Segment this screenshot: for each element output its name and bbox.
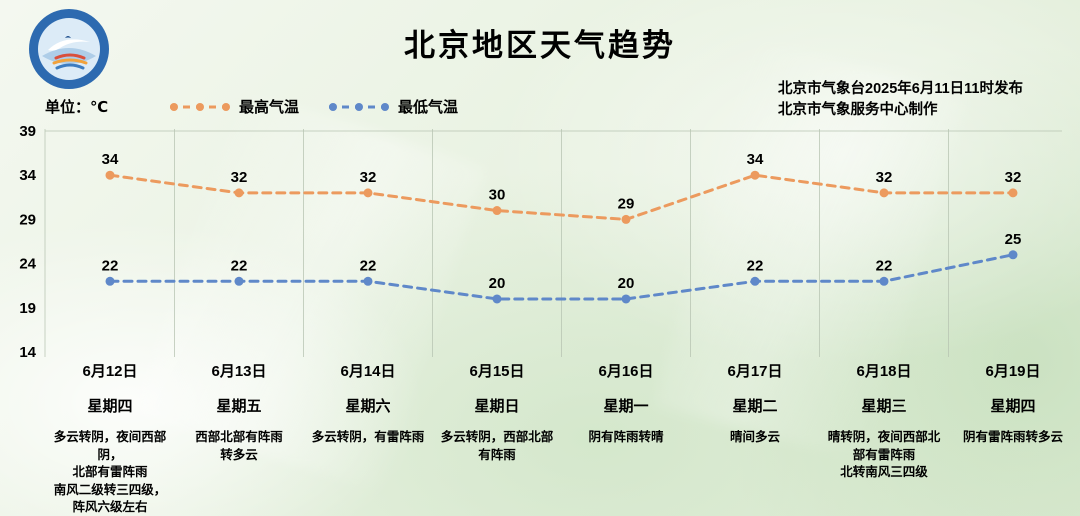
data-point-marker <box>363 188 373 198</box>
weekday-label: 星期一 <box>603 398 649 415</box>
data-point-value-label: 32 <box>1005 169 1022 186</box>
y-axis-tick-label: 14 <box>19 344 36 361</box>
page-title: 北京地区天气趋势 <box>404 28 676 63</box>
data-point-marker <box>363 276 373 286</box>
data-point-value-label: 22 <box>876 257 893 274</box>
y-axis-tick-label: 39 <box>19 123 36 140</box>
weekday-label: 星期二 <box>732 398 778 415</box>
data-point-marker <box>105 276 115 286</box>
data-point-value-label: 32 <box>231 169 248 186</box>
logo-emblem-icon <box>29 9 109 89</box>
low-temp-line-sample-icon <box>329 102 390 111</box>
data-point-value-label: 34 <box>102 151 119 168</box>
data-point-value-label: 22 <box>102 257 119 274</box>
data-point-value-label: 34 <box>747 151 764 168</box>
temp-series-line <box>108 173 1015 221</box>
chart-legend: 最高气温 最低气温 <box>168 96 458 117</box>
date-label: 6月15日 <box>469 363 525 380</box>
day-column: 6月13日星期五西部北部有阵雨 转多云 <box>172 360 306 464</box>
data-point-marker <box>750 170 760 180</box>
data-point-value-label: 30 <box>489 187 506 204</box>
day-column: 6月16日星期一阴有阵雨转晴 <box>559 360 693 447</box>
weekday-label: 星期四 <box>990 398 1036 415</box>
data-point-marker <box>621 294 631 304</box>
day-column: 6月15日星期日多云转阴，西部北部 有阵雨 <box>430 360 564 464</box>
data-point-marker <box>1008 188 1018 198</box>
forecast-note: 晴间多云 <box>729 430 780 444</box>
data-point-marker <box>234 276 244 286</box>
data-point-marker <box>1008 250 1018 260</box>
y-axis-tick-label: 19 <box>19 300 36 317</box>
legend-item-low: 最低气温 <box>327 96 458 117</box>
day-column: 6月18日星期三晴转阴，夜间西部北 部有雷阵雨 北转南风三四级 <box>817 360 951 482</box>
date-label: 6月13日 <box>211 363 267 380</box>
day-column: 6月17日星期二晴间多云 <box>688 360 822 447</box>
date-label: 6月17日 <box>727 363 783 380</box>
data-point-value-label: 29 <box>618 195 635 212</box>
day-column: 6月14日星期六多云转阴，有雷阵雨 <box>301 360 435 447</box>
weekday-label: 星期三 <box>861 398 907 415</box>
weekday-label: 星期日 <box>474 398 520 415</box>
meteorological-bureau-logo <box>26 6 112 92</box>
issued-line-2: 北京市气象服务中心制作 <box>778 102 938 118</box>
data-point-value-label: 32 <box>876 169 893 186</box>
legend-low-label: 最低气温 <box>398 99 459 116</box>
forecast-note: 晴转阴，夜间西部北 部有雷阵雨 北转南风三四级 <box>827 430 941 479</box>
date-label: 6月19日 <box>985 363 1041 380</box>
data-point-marker <box>492 206 502 216</box>
data-point-value-label: 22 <box>360 257 377 274</box>
high-temp-line-sample-icon <box>170 102 230 111</box>
temp-series-line <box>108 253 1015 301</box>
y-axis-tick-label: 29 <box>19 211 36 228</box>
data-point-marker <box>750 276 760 286</box>
forecast-note: 多云转阴，西部北部 有阵雨 <box>440 430 554 462</box>
data-point-value-label: 20 <box>489 275 506 292</box>
forecast-note: 阴有阵雨转晴 <box>588 430 664 444</box>
data-point-marker <box>879 188 889 198</box>
forecast-note: 阴有雷阵雨转多云 <box>962 430 1063 444</box>
y-axis-tick-label: 34 <box>19 167 36 184</box>
data-point-value-label: 32 <box>360 169 377 186</box>
unit-label: 单位：℃ <box>45 99 109 116</box>
data-point-value-label: 22 <box>747 257 764 274</box>
weekday-label: 星期四 <box>87 398 133 415</box>
forecast-note: 西部北部有阵雨 转多云 <box>195 430 283 462</box>
data-point-marker <box>879 276 889 286</box>
day-column: 6月19日星期四阴有雷阵雨转多云 <box>946 360 1080 447</box>
legend-high-label: 最高气温 <box>239 99 300 116</box>
data-point-value-label: 20 <box>618 275 635 292</box>
weekday-label: 星期五 <box>216 398 262 415</box>
legend-item-high: 最高气温 <box>168 96 299 117</box>
issued-info: 北京市气象台2025年6月11日11时发布 北京市气象服务中心制作 <box>778 79 1023 121</box>
forecast-note: 多云转阴，夜间西部阴， 北部有雷阵雨 南风二级转三四级， 阵风六级左右 <box>53 430 167 514</box>
data-point-marker <box>621 214 631 224</box>
y-axis-tick-label: 24 <box>19 256 36 273</box>
date-label: 6月12日 <box>82 363 138 380</box>
data-point-marker <box>492 294 502 304</box>
day-column: 6月12日星期四多云转阴，夜间西部阴， 北部有雷阵雨 南风二级转三四级， 阵风六… <box>43 360 177 516</box>
date-label: 6月18日 <box>856 363 912 380</box>
forecast-note: 多云转阴，有雷阵雨 <box>311 430 425 444</box>
data-point-value-label: 25 <box>1005 231 1022 248</box>
date-label: 6月16日 <box>598 363 654 380</box>
data-point-value-label: 22 <box>231 257 248 274</box>
data-point-marker <box>234 188 244 198</box>
issued-line-1: 北京市气象台2025年6月11日11时发布 <box>778 81 1023 97</box>
weekday-label: 星期六 <box>345 398 391 415</box>
date-label: 6月14日 <box>340 363 396 380</box>
data-point-marker <box>105 170 115 180</box>
